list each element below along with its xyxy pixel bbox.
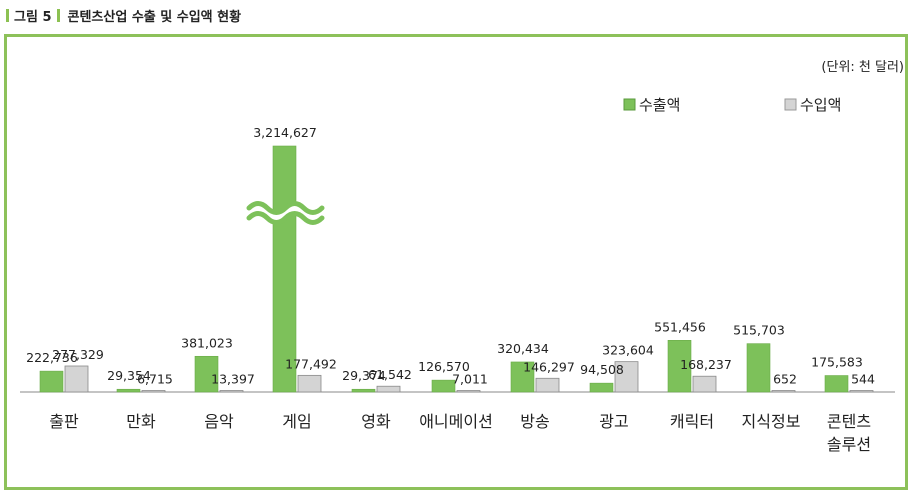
bar-export-게임 [272,145,297,393]
data-label-import-애니메이션: 7,011 [452,372,488,387]
category-label-영화: 영화 [361,412,391,431]
bar-import-지식정보 [771,390,796,393]
legend-swatch-export [623,98,636,111]
data-label-import-방송: 146,297 [523,359,575,374]
data-label-export-출판: 222,736 [26,350,78,365]
unit-label: (단위: 천 달러) [821,60,904,75]
bar-import-광고 [614,361,639,393]
bar-export-지식정보 [746,343,771,393]
bar-import-방송 [535,377,560,393]
bar-export-애니메이션 [431,379,456,393]
data-label-import-음악: 13,397 [211,372,255,387]
category-label-방송: 방송 [520,412,549,431]
category-label-콘텐츠: 콘텐츠 [827,412,871,431]
data-label-import-콘텐츠-솔루션: 544 [851,372,875,387]
bar-export-만화 [116,388,141,393]
category-label-광고: 광고 [599,412,628,431]
bar-import-출판 [64,365,89,393]
category-label-출판: 출판 [49,412,79,431]
bar-import-음악 [219,390,244,393]
bar-import-게임 [297,374,322,393]
data-label-import-지식정보: 652 [773,372,797,387]
legend-swatch-import [784,98,797,111]
category-label-애니메이션: 애니메이션 [419,412,493,431]
data-label-import-캐릭터: 168,237 [680,357,732,372]
category-label-만화: 만화 [126,412,156,431]
data-label-import-광고: 323,604 [602,343,654,358]
data-label-import-출판: 277,329 [52,347,104,362]
figure-title: 그림 5 콘텐츠산업 수출 및 수입액 현황 [6,6,241,28]
legend-label-import: 수입액 [800,96,841,114]
title-marker [56,9,60,22]
bar-export-영화 [351,388,376,393]
bar-import-콘텐츠-솔루션 [849,390,874,393]
data-label-import-영화: 61,542 [368,367,412,382]
figure-number: 그림 5 [14,10,52,25]
legend-label-export: 수출액 [639,96,680,114]
category-label-캐릭터: 캐릭터 [670,412,714,431]
chart-frame [4,34,908,490]
axis-break-mark-lower [246,211,325,225]
category-label-지식정보: 지식정보 [742,412,801,431]
data-label-export-방송: 320,434 [497,341,549,356]
bar-export-콘텐츠-솔루션 [824,375,849,393]
bar-export-출판 [39,370,64,393]
bar-import-애니메이션 [456,390,481,393]
bar-export-캐릭터 [667,340,692,393]
category-label-음악: 음악 [204,412,234,431]
bar-export-음악 [194,355,219,393]
category-label-솔루션: 솔루션 [827,435,871,454]
bar-export-방송 [510,361,535,393]
bar-import-영화 [376,385,401,393]
data-label-export-광고: 94,508 [580,362,624,377]
bar-import-캐릭터 [692,375,717,393]
bar-export-광고 [589,382,614,393]
category-label-게임: 게임 [282,412,311,431]
data-label-import-게임: 177,492 [285,356,337,371]
axis-break-mark-upper [246,201,325,215]
data-label-export-음악: 381,023 [181,335,233,350]
title-marker [6,9,9,22]
data-label-import-만화: 6,715 [137,372,173,387]
data-label-export-애니메이션: 126,570 [418,359,470,374]
bar-import-만화 [141,390,166,393]
figure-caption: 콘텐츠산업 수출 및 수입액 현황 [67,10,242,25]
data-label-export-지식정보: 515,703 [733,323,785,338]
data-label-export-만화: 29,354 [107,368,151,383]
data-label-export-게임: 3,214,627 [253,125,317,140]
data-label-export-콘텐츠-솔루션: 175,583 [811,355,863,370]
data-label-export-영화: 29,374 [342,368,386,383]
data-label-export-캐릭터: 551,456 [654,319,706,334]
